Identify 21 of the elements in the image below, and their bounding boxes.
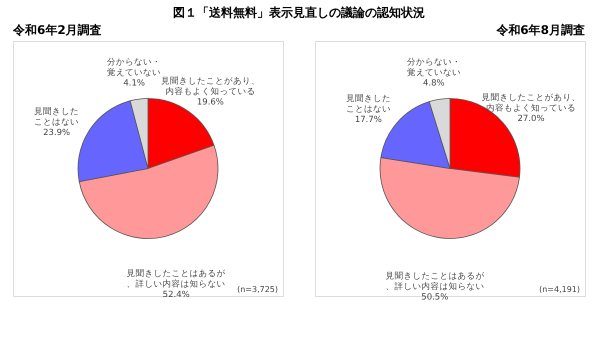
text: (n=3,725) — [237, 285, 278, 294]
data-label: 23.9% — [43, 128, 70, 138]
slice-label: 見聞きしたことがあり、内容もよく知っている — [482, 92, 581, 114]
data-label: 4.1% — [123, 78, 145, 88]
slice-label: 分からない・覚えていない — [107, 56, 162, 78]
slice-label: 見聞きしたことはない — [34, 106, 80, 128]
slice-label: 見聞きしたことはない — [346, 92, 391, 114]
data-label: 50.5% — [421, 292, 448, 302]
chart-subtitle: 令和6年8月調査 — [495, 23, 585, 37]
slice-label: 分からない・覚えていない — [406, 56, 461, 78]
data-label: 4.8% — [422, 78, 445, 89]
data-label: 27.0% — [518, 114, 545, 124]
data-label: 19.6% — [196, 97, 224, 108]
text: 図１「送料無料」表示見直しの議論の認知状況 — [173, 6, 425, 20]
slice-label: 見聞きしたことはあるが、詳しい内容は知らない — [126, 268, 227, 290]
data-label: 17.7% — [354, 114, 382, 125]
chart-subtitle: 令和6年2月調査 — [12, 23, 102, 37]
data-label: 52.4% — [162, 290, 190, 300]
slice-label: 見聞きしたことはあるが、詳しい内容は知らない — [385, 270, 486, 292]
slice-label: 見聞きしたことがあり、内容もよく知っている — [160, 75, 260, 97]
text: (n=4,191) — [539, 285, 580, 294]
